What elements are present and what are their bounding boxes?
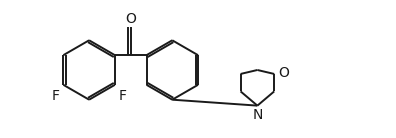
Text: O: O — [278, 66, 289, 80]
Text: N: N — [252, 108, 263, 122]
Text: O: O — [125, 12, 136, 26]
Text: F: F — [119, 89, 127, 103]
Text: F: F — [51, 89, 59, 103]
